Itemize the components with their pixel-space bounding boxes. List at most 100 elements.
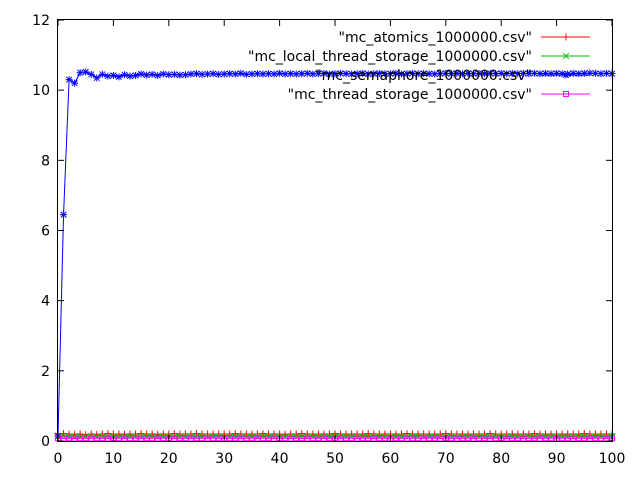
data-point-marker	[592, 435, 599, 442]
marker-stroke	[597, 435, 604, 442]
marker-stroke	[525, 70, 533, 77]
marker-stroke	[182, 71, 189, 78]
data-point-marker	[193, 435, 200, 442]
marker-stroke	[66, 435, 73, 442]
marker-stroke	[531, 70, 538, 77]
marker-stroke	[475, 70, 483, 77]
data-point-marker	[66, 435, 73, 442]
data-point-marker	[76, 69, 84, 77]
marker-stroke	[82, 435, 89, 442]
marker-stroke	[193, 435, 200, 442]
marker-stroke	[342, 70, 350, 77]
marker-stroke	[115, 73, 123, 80]
marker-stroke	[370, 70, 377, 77]
data-point-marker	[132, 71, 140, 79]
data-point-marker	[226, 435, 233, 442]
marker-stroke	[531, 435, 538, 442]
data-point-marker	[365, 435, 372, 442]
marker-stroke	[298, 435, 305, 442]
marker-stroke	[409, 70, 416, 77]
marker-stroke	[509, 70, 516, 77]
marker-stroke	[558, 70, 566, 77]
marker-stroke	[193, 70, 200, 77]
marker-stroke	[365, 70, 372, 78]
marker-stroke	[592, 70, 599, 77]
marker-stroke	[221, 70, 228, 78]
data-point-marker	[476, 435, 483, 442]
marker-stroke	[248, 70, 256, 78]
marker-stroke	[348, 70, 355, 78]
marker-stroke	[459, 435, 466, 442]
marker-stroke	[215, 435, 222, 442]
marker-stroke	[547, 70, 555, 77]
data-point-marker	[548, 435, 555, 442]
marker-stroke	[243, 435, 250, 442]
marker-stroke	[187, 70, 195, 78]
data-point-marker	[602, 69, 610, 77]
marker-stroke	[564, 435, 571, 442]
marker-stroke	[464, 70, 472, 77]
marker-stroke	[115, 435, 122, 442]
data-point-marker	[326, 435, 333, 442]
marker-stroke	[287, 70, 294, 77]
marker-stroke	[392, 435, 399, 442]
data-point-marker	[376, 435, 383, 442]
marker-stroke	[143, 71, 150, 79]
data-point-marker	[220, 70, 228, 78]
data-point-marker	[442, 69, 450, 77]
marker-stroke	[199, 435, 206, 442]
data-point-marker	[420, 69, 428, 77]
data-point-marker	[259, 435, 266, 442]
data-point-marker	[458, 70, 466, 78]
data-point-marker	[591, 69, 599, 77]
legend-label: "mc_atomics_1000000.csv"	[339, 30, 532, 46]
marker-stroke	[77, 69, 84, 76]
data-point-marker	[409, 435, 416, 442]
data-point-marker	[281, 70, 289, 78]
marker-stroke	[298, 70, 305, 77]
data-point-marker	[392, 435, 399, 442]
marker-stroke	[387, 70, 394, 77]
data-point-marker	[525, 435, 532, 442]
marker-stroke	[160, 435, 167, 442]
marker-stroke	[431, 70, 438, 78]
marker-stroke	[265, 70, 272, 77]
data-point-marker	[253, 70, 261, 78]
data-point-marker	[563, 91, 569, 97]
data-point-marker	[120, 71, 128, 79]
y-tick-label: 0	[41, 434, 50, 450]
marker-stroke	[293, 70, 300, 78]
marker-stroke	[453, 70, 461, 77]
data-point-marker	[232, 435, 239, 442]
legend-label: "mc_thread_storage_1000000.csv"	[288, 87, 532, 103]
marker-stroke	[315, 70, 322, 77]
series-2	[54, 68, 616, 440]
marker-stroke	[481, 70, 488, 77]
data-point-marker	[348, 435, 355, 442]
marker-stroke	[204, 70, 211, 78]
marker-stroke	[420, 70, 427, 77]
data-point-marker	[77, 435, 84, 442]
marker-stroke	[492, 435, 499, 442]
data-point-marker	[154, 71, 162, 79]
marker-stroke	[77, 435, 84, 442]
marker-stroke	[414, 70, 422, 77]
marker-stroke	[525, 435, 532, 442]
y-tick-label: 2	[41, 364, 50, 380]
data-point-marker	[231, 70, 239, 78]
x-tick-label: 70	[437, 451, 455, 467]
marker-stroke	[282, 435, 289, 442]
data-point-marker	[303, 69, 311, 77]
marker-stroke	[514, 70, 521, 77]
data-point-marker	[320, 69, 328, 77]
marker-stroke	[381, 435, 388, 442]
data-point-marker	[276, 69, 284, 77]
marker-stroke	[459, 70, 466, 77]
x-tick-label: 40	[271, 451, 289, 467]
y-tick-label: 4	[41, 294, 50, 310]
marker-stroke	[562, 71, 570, 79]
marker-stroke	[514, 435, 521, 442]
marker-stroke	[232, 435, 239, 442]
data-point-marker	[398, 435, 405, 442]
